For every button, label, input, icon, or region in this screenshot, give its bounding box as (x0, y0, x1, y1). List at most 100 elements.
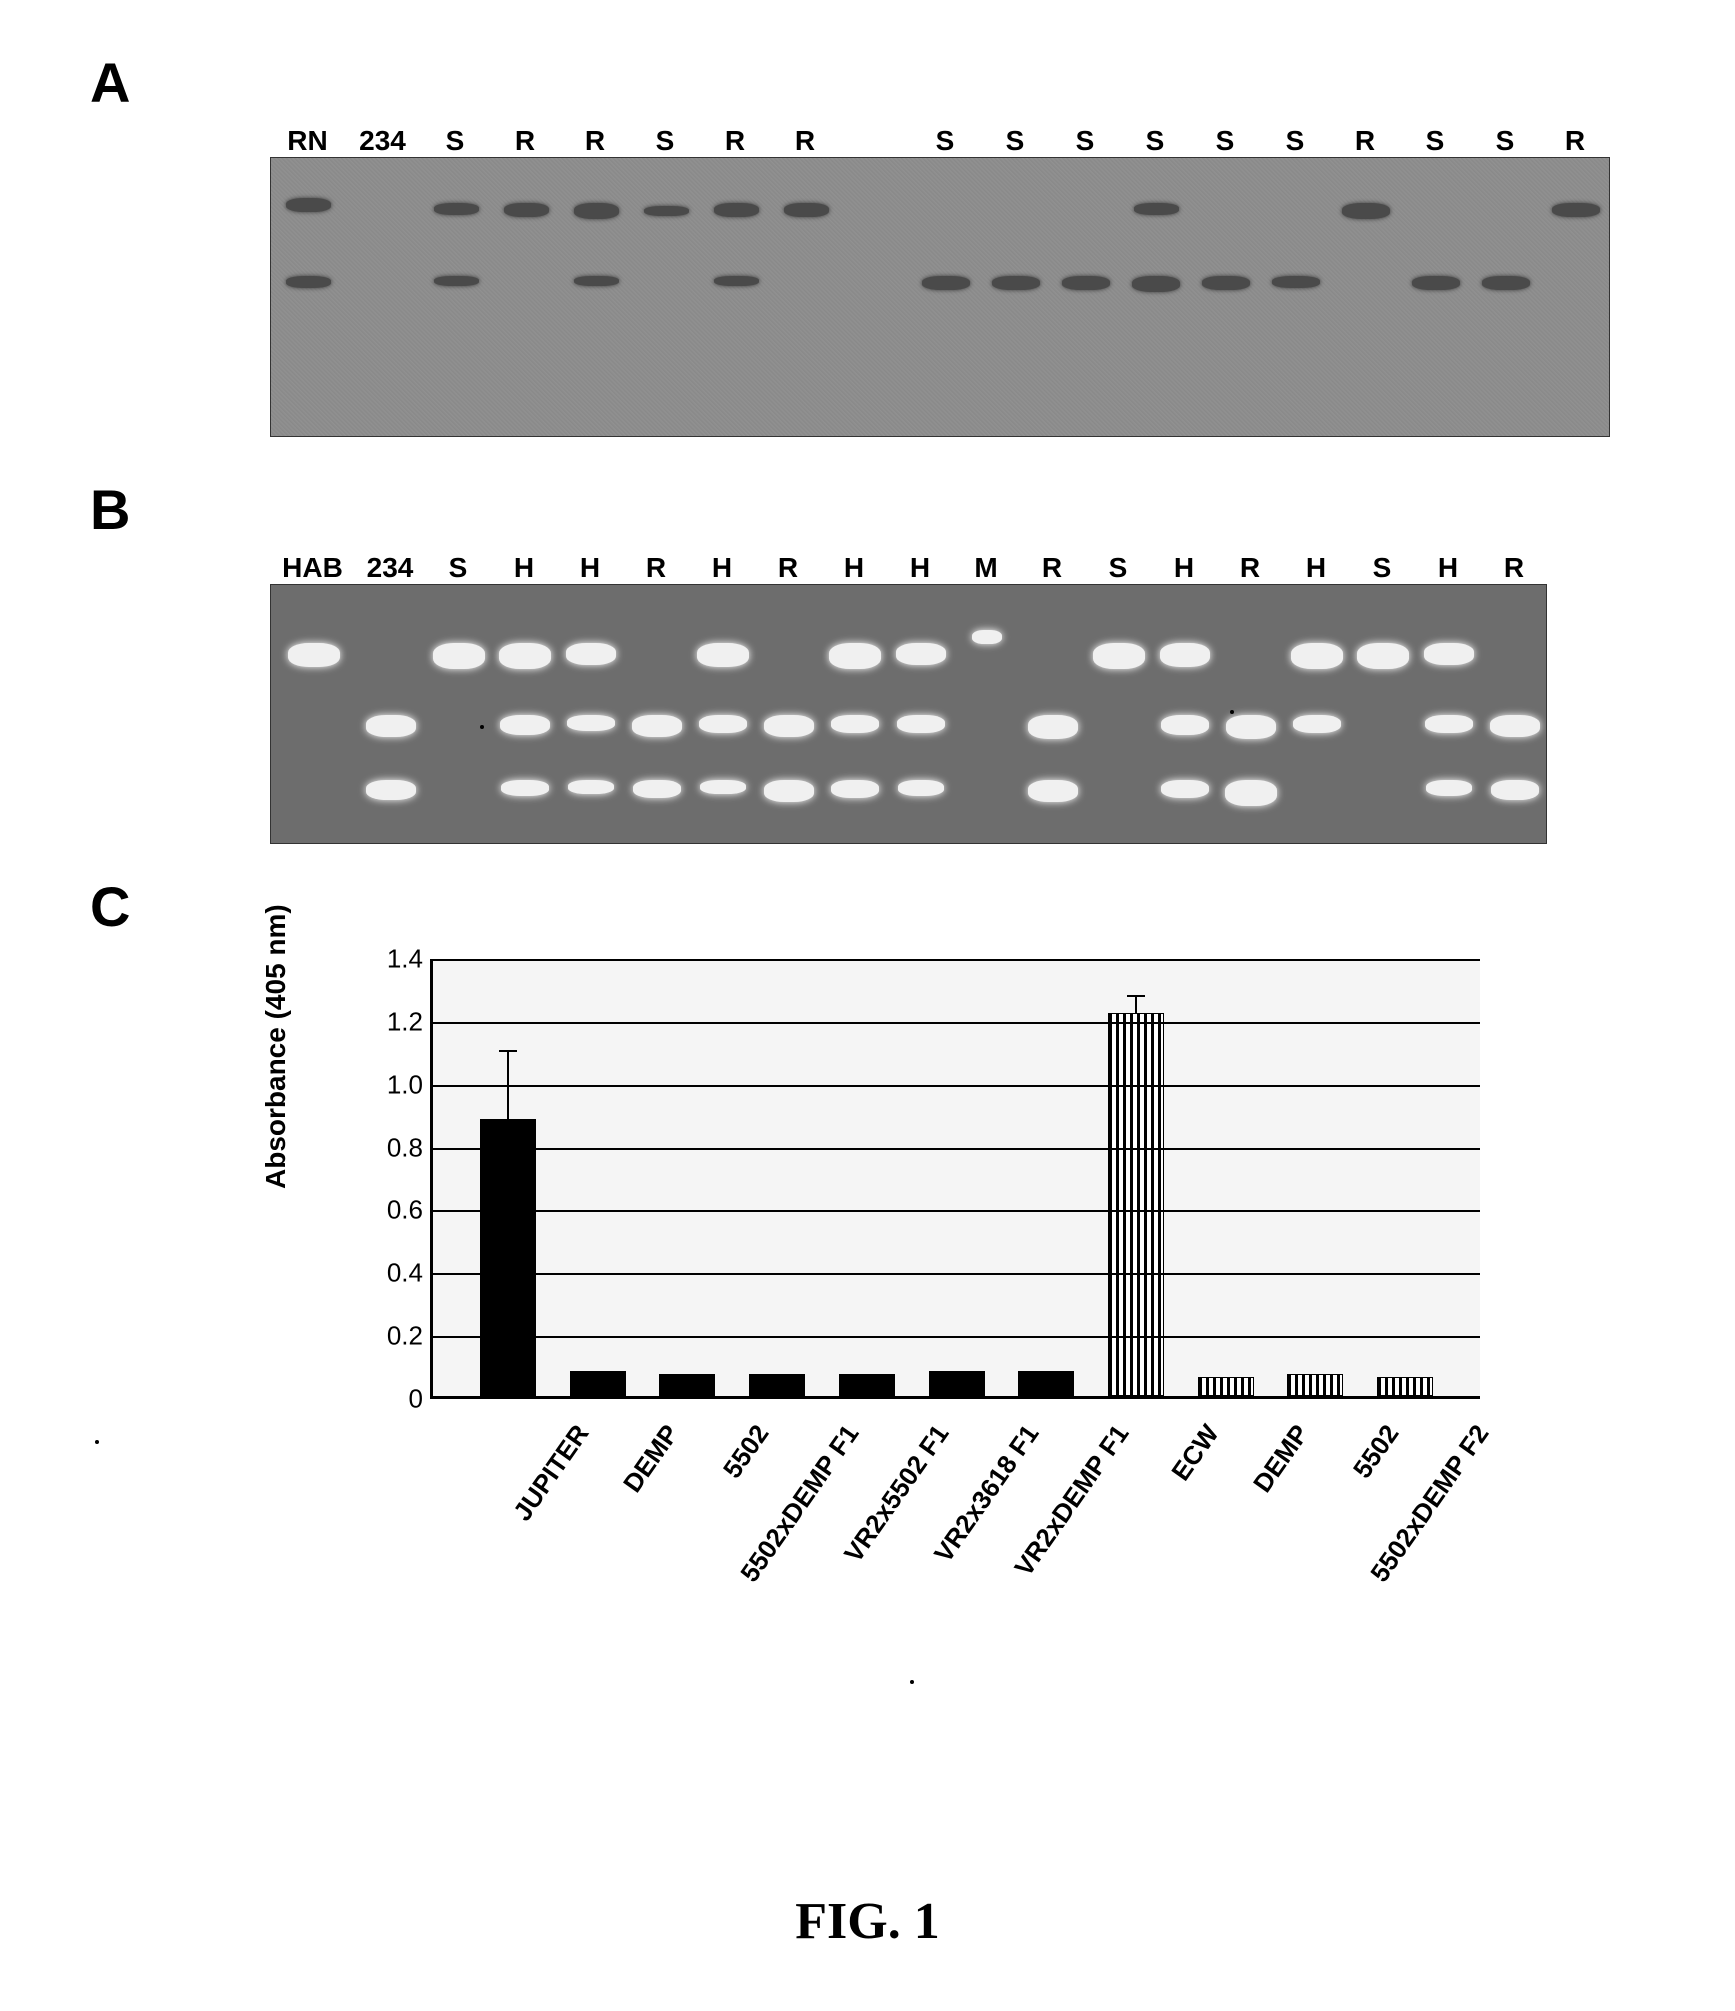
bar-slot (463, 959, 553, 1396)
gridline (433, 1022, 1480, 1024)
chart-bar (480, 1119, 536, 1396)
lane-label: S (1260, 125, 1330, 157)
lane-label: R (1481, 552, 1547, 584)
chart-bar (659, 1374, 715, 1396)
y-tick-label: 0.4 (363, 1258, 433, 1289)
lane-label: R (623, 552, 689, 584)
bar-slot (1271, 959, 1361, 1396)
gel-band (697, 643, 749, 667)
gel-band (1357, 643, 1409, 669)
chart-bar (1018, 1371, 1074, 1396)
gel-band (566, 643, 616, 665)
gel-band (1202, 276, 1250, 290)
gel-band (992, 276, 1040, 290)
lane-label: R (755, 552, 821, 584)
gel-band (1424, 643, 1474, 665)
lane-label: R (1217, 552, 1283, 584)
gel-band (1225, 780, 1277, 806)
panel-c-chart: Absorbance (405 nm) 00.20.40.60.81.01.21… (350, 959, 1550, 1399)
lane-label: H (689, 552, 755, 584)
gel-band (1226, 715, 1276, 739)
gel-band (829, 643, 881, 669)
y-tick-label: 1.2 (363, 1006, 433, 1037)
gel-band (1160, 643, 1210, 667)
panel-b-label: B (90, 477, 1645, 542)
gel-band (632, 715, 682, 737)
panel-c-label: C (90, 874, 1645, 939)
gridline (433, 1085, 1480, 1087)
bar-slot (553, 959, 643, 1396)
gel-band (764, 780, 814, 802)
y-tick-label: 0.6 (363, 1195, 433, 1226)
bar-slot (642, 959, 732, 1396)
lane-label: S (1400, 125, 1470, 157)
gel-band (1134, 203, 1179, 215)
chart-bar (1198, 1377, 1254, 1396)
lane-label: 234 (345, 125, 420, 157)
gridline (433, 1336, 1480, 1338)
chart-bar (1108, 1013, 1164, 1396)
bar-slot (732, 959, 822, 1396)
gel-band (699, 715, 747, 733)
gel-band (366, 780, 416, 800)
lane-label: R (1330, 125, 1400, 157)
gel-band (1482, 276, 1530, 290)
chart-bars (433, 959, 1480, 1396)
gel-band (1272, 276, 1320, 288)
gel-band (366, 715, 416, 737)
lane-label: S (910, 125, 980, 157)
gel-band (633, 780, 681, 798)
gel-band (1291, 643, 1343, 669)
lane-label: RN (270, 125, 345, 157)
y-tick-label: 1.4 (363, 944, 433, 975)
lane-label: H (557, 552, 623, 584)
gel-band (1491, 780, 1539, 800)
gel-band (1412, 276, 1460, 290)
gel-band (1161, 715, 1209, 735)
gel-band (434, 203, 479, 215)
gel-band (500, 715, 550, 735)
speck (1230, 710, 1234, 714)
y-tick-label: 1.0 (363, 1069, 433, 1100)
gridline (433, 1148, 1480, 1150)
lane-label: H (887, 552, 953, 584)
error-bar (1135, 995, 1137, 1014)
gridline (433, 1273, 1480, 1275)
gridline (433, 959, 1480, 961)
gel-band (1062, 276, 1110, 290)
speck (480, 725, 484, 729)
lane-label: R (770, 125, 840, 157)
chart-bar (570, 1371, 626, 1396)
chart-bar (929, 1371, 985, 1396)
bar-slot (1091, 959, 1181, 1396)
lane-label: S (1190, 125, 1260, 157)
lane-label: R (1540, 125, 1610, 157)
lane-label: S (1050, 125, 1120, 157)
gel-band (574, 276, 619, 286)
panel-b-lane-labels: HAB234SHHRHRHHMRSHRHSHR (270, 552, 1645, 584)
lane-label: R (490, 125, 560, 157)
gel-band (567, 715, 615, 731)
lane-label: H (821, 552, 887, 584)
speck (910, 1680, 914, 1684)
panel-b-gel-image: 1141bp727bp414bp (270, 584, 1547, 844)
lane-label: S (1470, 125, 1540, 157)
gel-band (1093, 643, 1145, 669)
bar-slot (822, 959, 912, 1396)
y-axis-label: Absorbance (405 nm) (260, 904, 292, 1189)
gel-band (568, 780, 614, 794)
gel-band (1028, 715, 1078, 739)
bar-slot (1001, 959, 1091, 1396)
lane-label: H (491, 552, 557, 584)
bar-slot (912, 959, 1002, 1396)
gel-band (714, 276, 759, 286)
gel-band (499, 643, 551, 669)
lane-label: H (1283, 552, 1349, 584)
lane-label: R (700, 125, 770, 157)
gel-band (1028, 780, 1078, 802)
gel-band (644, 206, 689, 216)
lane-label (840, 125, 910, 157)
gel-band (898, 780, 944, 796)
gel-band (896, 643, 946, 665)
gel-band (784, 203, 829, 217)
